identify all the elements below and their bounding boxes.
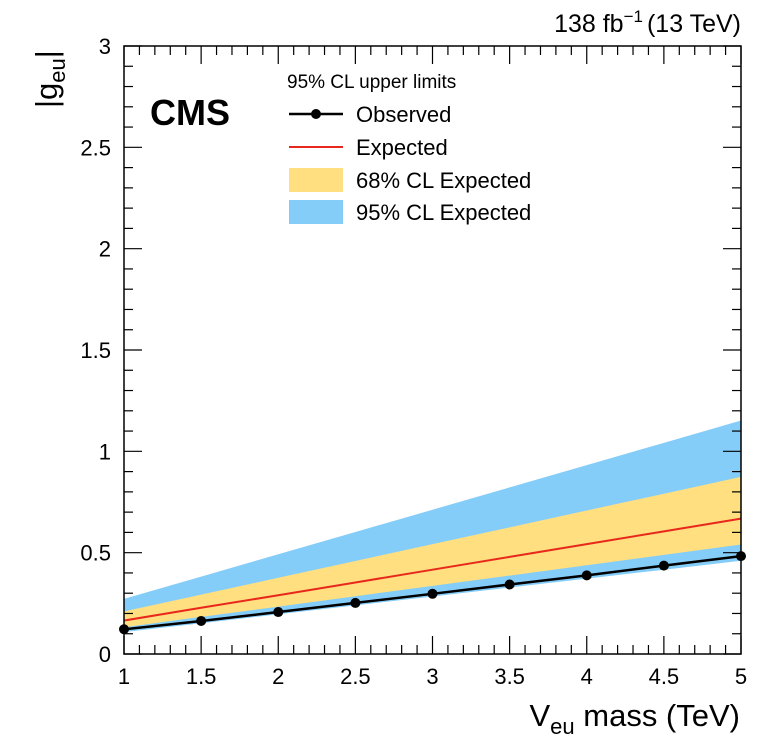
observed-point <box>504 579 515 590</box>
y-tick-label: 0.5 <box>80 541 111 566</box>
y-tick-label: 1 <box>99 439 111 464</box>
x-tick-label: 2.5 <box>340 664 371 689</box>
y-tick-label: 3 <box>99 34 111 59</box>
x-tick-label: 1.5 <box>186 664 217 689</box>
x-tick-label: 5 <box>735 664 747 689</box>
axis-ticks <box>123 45 742 655</box>
uncertainty-bands <box>124 420 741 633</box>
observed-point <box>350 597 361 608</box>
observed-point <box>658 560 669 571</box>
legend-band68-label: 68% CL Expected <box>356 168 531 193</box>
expected-line <box>123 517 742 622</box>
y-tick-label: 2 <box>99 237 111 262</box>
legend-band95-swatch <box>289 200 343 224</box>
x-tick-label: 3.5 <box>494 664 525 689</box>
legend-title: 95% CL upper limits <box>287 72 456 93</box>
observed-point <box>273 607 284 618</box>
tick-labels: 1 1.5 2 2.5 3 3.5 4 4.5 5 0 0.5 1 1.5 2 2.5 3 <box>80 34 747 689</box>
y-tick-label: 2.5 <box>80 135 111 160</box>
x-axis-title: Veu mass (TeV) <box>529 698 740 739</box>
legend-band95-label: 95% CL Expected <box>356 200 531 225</box>
lumi-label: 138 fb−1 (13 TeV) <box>554 7 741 38</box>
y-tick-label: 1.5 <box>80 338 111 363</box>
legend-band68-swatch <box>289 168 343 192</box>
legend: 95% CL upper limits Observed Expected 68… <box>287 72 531 225</box>
y-tick-label: 0 <box>99 642 111 667</box>
legend-observed-label: Observed <box>356 102 451 127</box>
x-tick-label: 3 <box>426 664 438 689</box>
legend-observed-marker <box>311 109 321 119</box>
observed-point <box>581 570 592 581</box>
y-axis-title: |geu| <box>29 50 70 108</box>
x-tick-label: 4 <box>581 664 593 689</box>
x-tick-label: 1 <box>118 664 130 689</box>
x-tick-label: 2 <box>272 664 284 689</box>
cms-label: CMS <box>150 92 230 133</box>
x-tick-label: 4.5 <box>649 664 680 689</box>
observed-point <box>427 588 438 599</box>
legend-expected-label: Expected <box>356 135 448 160</box>
observed-point <box>196 615 207 626</box>
band-68 <box>124 476 741 628</box>
